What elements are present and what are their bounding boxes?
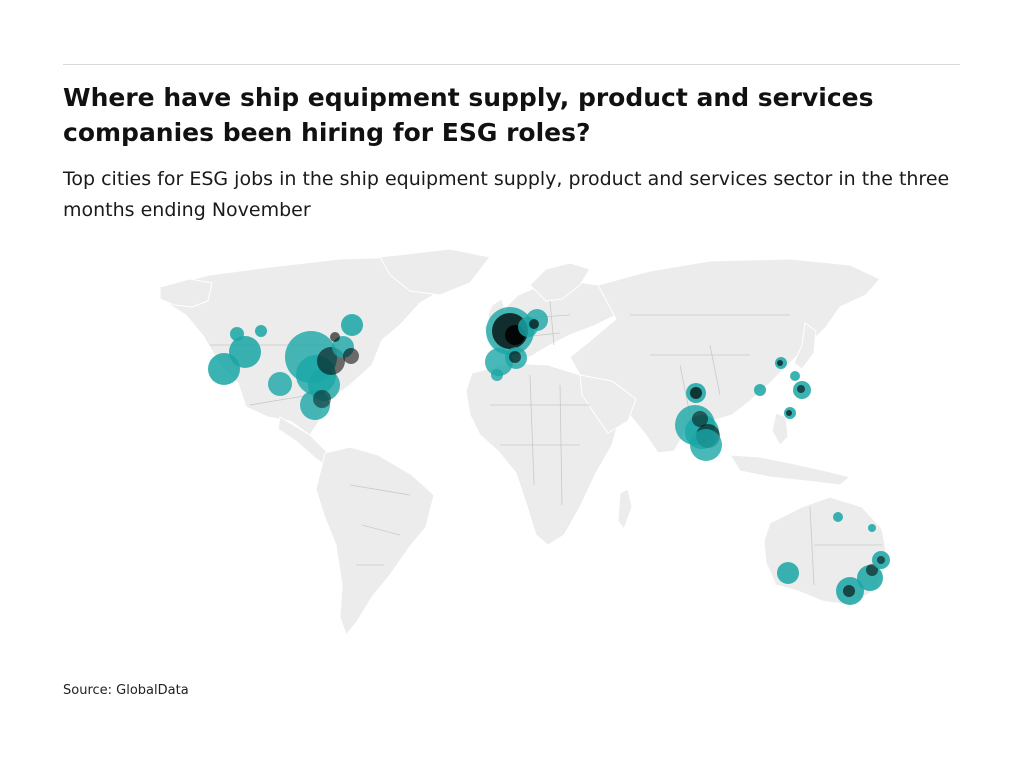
city-bubble <box>690 387 702 399</box>
land-arabia <box>579 374 637 434</box>
city-bubble <box>208 353 240 385</box>
city-bubbles <box>208 307 890 605</box>
city-bubble <box>268 372 292 396</box>
land-japan <box>793 322 817 370</box>
city-bubble <box>491 369 503 381</box>
land-indonesia <box>729 454 851 486</box>
city-bubble <box>692 411 708 427</box>
chart-title: Where have ship equipment supply, produc… <box>63 83 874 147</box>
city-bubble <box>777 562 799 584</box>
city-bubble <box>797 385 805 393</box>
land-alaska <box>159 278 213 308</box>
map-svg <box>159 248 890 636</box>
city-bubble <box>866 564 878 576</box>
city-bubble <box>341 314 363 336</box>
city-bubble <box>790 371 800 381</box>
city-bubble <box>868 524 876 532</box>
city-bubble <box>313 390 331 408</box>
land-greenland <box>379 248 491 296</box>
land-south-america <box>315 446 435 636</box>
source-note: Source: GlobalData <box>63 683 189 698</box>
land-madagascar <box>617 488 633 530</box>
city-bubble <box>300 390 330 420</box>
city-bubble <box>877 556 885 564</box>
land-philippines <box>771 412 789 446</box>
world-map <box>150 245 890 645</box>
city-bubble <box>786 410 792 416</box>
city-bubble <box>330 332 340 342</box>
chart-subtitle: Top cities for ESG jobs in the ship equi… <box>63 168 950 221</box>
land-scandinavia <box>529 262 591 302</box>
city-bubble <box>754 384 766 396</box>
city-bubble <box>690 429 722 461</box>
city-bubble <box>343 348 359 364</box>
top-divider <box>63 64 960 65</box>
city-bubble <box>833 512 843 522</box>
city-bubble <box>529 319 539 329</box>
city-bubble <box>255 325 267 337</box>
city-bubble <box>777 360 783 366</box>
city-bubble <box>843 585 855 597</box>
city-bubble <box>509 351 521 363</box>
